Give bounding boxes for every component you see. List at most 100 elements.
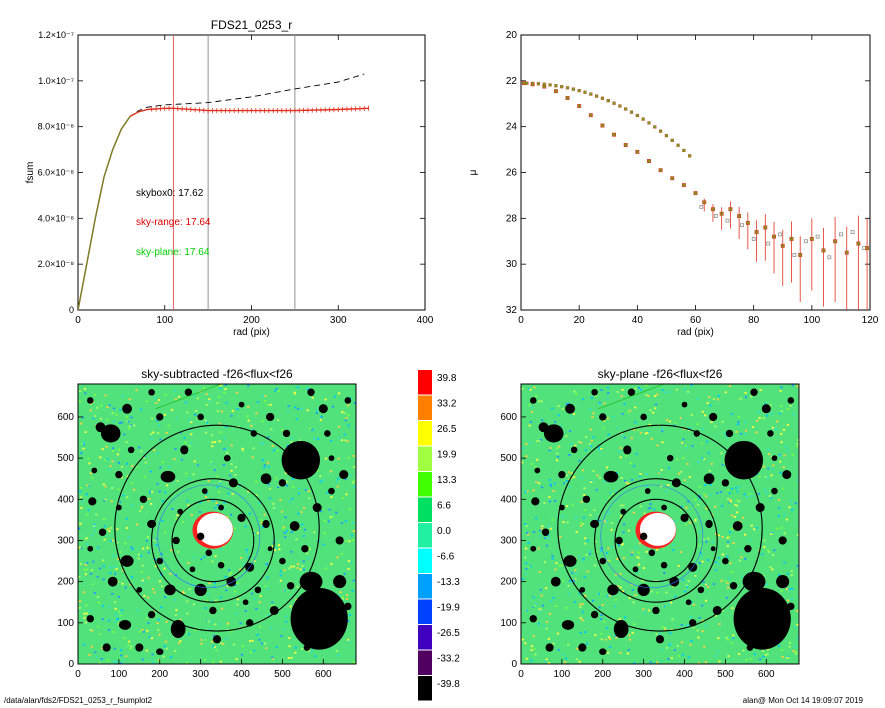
residual-speckle <box>284 615 288 618</box>
residual-speckle <box>272 507 276 510</box>
residual-speckle <box>180 458 183 461</box>
residual-speckle <box>656 548 659 551</box>
residual-speckle <box>236 598 240 601</box>
residual-speckle <box>627 529 631 532</box>
residual-speckle <box>319 419 322 422</box>
residual-speckle <box>93 523 96 526</box>
residual-speckle <box>152 431 155 434</box>
residual-speckle <box>96 596 100 598</box>
residual-speckle <box>621 388 624 391</box>
residual-speckle <box>188 478 191 481</box>
masked-source <box>732 521 743 531</box>
residual-speckle <box>775 527 779 530</box>
colorbar-label: -13.3 <box>437 577 460 588</box>
residual-speckle <box>743 493 746 496</box>
residual-speckle <box>687 580 690 582</box>
residual-speckle <box>146 536 150 539</box>
residual-speckle <box>119 662 122 664</box>
residual-speckle <box>728 385 732 387</box>
residual-speckle <box>735 499 739 502</box>
residual-speckle <box>140 571 143 573</box>
residual-speckle <box>271 656 274 659</box>
residual-speckle <box>601 604 604 606</box>
residual-speckle <box>241 644 244 647</box>
residual-speckle <box>196 464 199 467</box>
masked-source <box>209 606 217 615</box>
residual-speckle <box>267 483 270 486</box>
residual-speckle <box>116 618 119 621</box>
residual-speckle <box>293 391 296 394</box>
residual-speckle <box>758 416 761 419</box>
residual-speckle <box>131 465 134 467</box>
residual-speckle <box>525 567 528 570</box>
residual-speckle <box>637 386 641 389</box>
residual-speckle <box>670 657 673 659</box>
residual-speckle <box>796 564 799 567</box>
residual-speckle <box>258 638 261 641</box>
chart-title: FDS21_0253_r <box>211 18 292 32</box>
residual-speckle <box>97 546 100 549</box>
profile-point <box>560 85 564 89</box>
residual-speckle <box>689 615 692 618</box>
residual-speckle <box>85 537 88 540</box>
residual-speckle <box>731 571 734 573</box>
residual-speckle <box>165 620 168 623</box>
residual-speckle <box>340 439 344 442</box>
masked-source <box>530 545 537 552</box>
residual-speckle <box>287 405 290 407</box>
residual-speckle <box>260 642 263 645</box>
residual-speckle <box>529 388 532 391</box>
residual-speckle <box>623 403 626 406</box>
residual-speckle <box>227 492 230 495</box>
residual-speckle <box>536 458 539 461</box>
residual-speckle <box>255 607 258 610</box>
colorbar-label: 13.3 <box>437 475 457 486</box>
profile-point <box>635 113 639 118</box>
residual-speckle <box>125 527 129 529</box>
residual-speckle <box>144 461 147 464</box>
residual-speckle <box>530 463 533 465</box>
galaxy-core-mask <box>196 512 233 546</box>
residual-speckle <box>121 582 124 585</box>
residual-speckle <box>776 420 779 423</box>
residual-speckle <box>667 658 670 660</box>
profile-point <box>554 84 558 88</box>
galaxy-core-mask <box>639 512 676 546</box>
residual-speckle <box>603 402 606 405</box>
y-tick-label: 1.0×10⁻⁷ <box>38 76 74 86</box>
masked-source <box>318 404 328 414</box>
residual-speckle <box>600 638 603 641</box>
residual-speckle <box>639 505 642 508</box>
residual-speckle <box>234 590 237 593</box>
residual-speckle <box>81 416 84 419</box>
residual-speckle <box>263 400 267 402</box>
profile-point <box>565 96 570 100</box>
residual-speckle <box>306 556 310 559</box>
residual-speckle <box>170 549 173 551</box>
residual-speckle <box>771 568 774 571</box>
residual-speckle <box>661 441 664 444</box>
residual-speckle <box>112 554 115 557</box>
residual-speckle <box>186 411 189 414</box>
masked-source <box>599 557 607 565</box>
residual-speckle <box>709 483 712 486</box>
residual-speckle <box>111 539 114 542</box>
residual-speckle <box>152 662 155 664</box>
x-tick-label: 300 <box>192 669 209 680</box>
masked-source <box>334 622 345 632</box>
residual-speckle <box>343 433 346 436</box>
residual-speckle <box>656 393 659 396</box>
residual-speckle <box>83 388 86 390</box>
residual-speckle <box>565 505 569 508</box>
residual-speckle <box>742 649 745 652</box>
residual-speckle <box>350 561 353 563</box>
colorbar-label: 6.6 <box>437 501 451 512</box>
residual-speckle <box>262 442 265 445</box>
residual-speckle <box>288 500 292 503</box>
residual-speckle <box>159 466 162 469</box>
y-tick-label: 600 <box>57 412 74 423</box>
residual-speckle <box>216 402 219 404</box>
residual-speckle <box>597 446 601 449</box>
x-tick-label: 200 <box>594 669 611 680</box>
residual-speckle <box>275 646 278 649</box>
